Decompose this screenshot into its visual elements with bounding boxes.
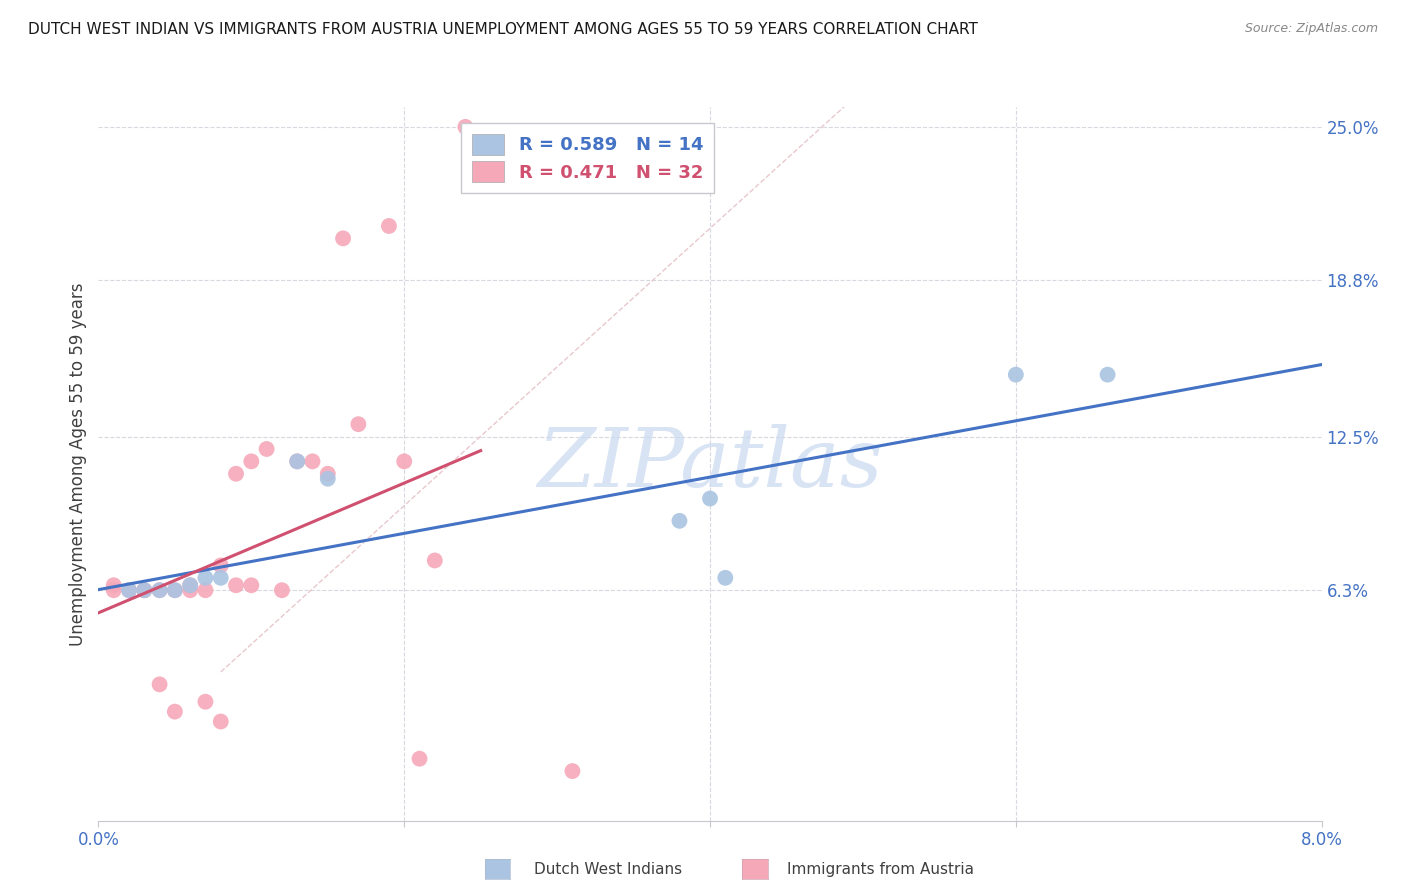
Text: Source: ZipAtlas.com: Source: ZipAtlas.com — [1244, 22, 1378, 36]
Point — [256, 442, 278, 456]
Point — [1097, 368, 1119, 382]
Point — [423, 553, 446, 567]
Point — [209, 558, 232, 573]
Point — [149, 583, 172, 598]
Point — [285, 454, 308, 468]
Point — [699, 491, 721, 506]
Point — [561, 764, 583, 778]
Point — [134, 583, 156, 598]
Point — [179, 578, 201, 592]
Point — [179, 583, 201, 598]
Point — [134, 583, 156, 598]
Point — [163, 583, 186, 598]
Point — [408, 752, 430, 766]
Point — [194, 571, 217, 585]
Point — [240, 578, 263, 592]
Point — [134, 583, 156, 598]
Point — [209, 571, 232, 585]
Point — [149, 583, 172, 598]
Point — [225, 578, 247, 592]
Point — [332, 231, 354, 245]
Point — [103, 583, 125, 598]
Point — [378, 219, 401, 233]
Legend: R = 0.589   N = 14, R = 0.471   N = 32: R = 0.589 N = 14, R = 0.471 N = 32 — [461, 123, 714, 193]
Point — [103, 578, 125, 592]
Point — [668, 514, 690, 528]
Point — [163, 583, 186, 598]
Point — [118, 583, 141, 598]
Point — [714, 571, 737, 585]
Point — [149, 677, 172, 691]
Text: ZIPatlas: ZIPatlas — [537, 424, 883, 504]
Point — [301, 454, 323, 468]
Point — [392, 454, 416, 468]
Point — [209, 714, 232, 729]
Point — [316, 467, 339, 481]
Point — [163, 705, 186, 719]
Point — [316, 472, 339, 486]
Text: DUTCH WEST INDIAN VS IMMIGRANTS FROM AUSTRIA UNEMPLOYMENT AMONG AGES 55 TO 59 YE: DUTCH WEST INDIAN VS IMMIGRANTS FROM AUS… — [28, 22, 979, 37]
Point — [194, 583, 217, 598]
Point — [347, 417, 370, 432]
Text: Immigrants from Austria: Immigrants from Austria — [787, 863, 974, 877]
Point — [179, 578, 201, 592]
Point — [225, 467, 247, 481]
Point — [118, 583, 141, 598]
Point — [240, 454, 263, 468]
Point — [454, 120, 477, 134]
Text: Dutch West Indians: Dutch West Indians — [534, 863, 682, 877]
Point — [285, 454, 308, 468]
Point — [270, 583, 294, 598]
Y-axis label: Unemployment Among Ages 55 to 59 years: Unemployment Among Ages 55 to 59 years — [69, 282, 87, 646]
Point — [194, 695, 217, 709]
Point — [1004, 368, 1026, 382]
